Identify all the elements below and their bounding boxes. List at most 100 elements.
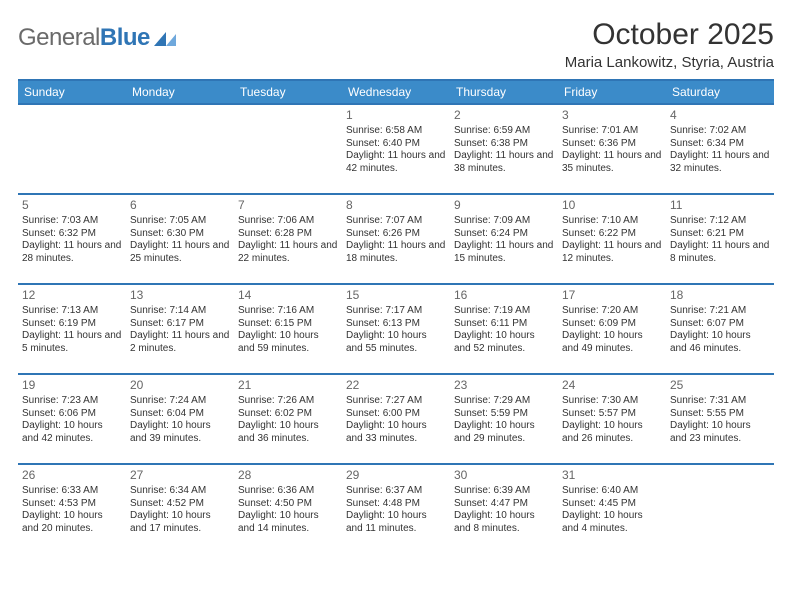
day-number: 3	[562, 108, 662, 123]
day-number: 12	[22, 288, 122, 303]
sunset-line: Sunset: 4:48 PM	[346, 498, 446, 511]
sunrise-line: Sunrise: 6:36 AM	[238, 485, 338, 498]
sunset-line: Sunset: 4:53 PM	[22, 498, 122, 511]
daylight-line: Daylight: 10 hours and 36 minutes.	[238, 420, 338, 445]
logo: GeneralBlue	[18, 24, 178, 52]
sunset-line: Sunset: 6:02 PM	[238, 408, 338, 421]
calendar-day-cell	[234, 104, 342, 194]
calendar-day-cell: 3Sunrise: 7:01 AMSunset: 6:36 PMDaylight…	[558, 104, 666, 194]
title-block: October 2025 Maria Lankowitz, Styria, Au…	[565, 18, 774, 71]
sunrise-line: Sunrise: 6:34 AM	[130, 485, 230, 498]
day-number: 6	[130, 198, 230, 213]
calendar-day-cell: 30Sunrise: 6:39 AMSunset: 4:47 PMDayligh…	[450, 464, 558, 554]
calendar-day-cell: 31Sunrise: 6:40 AMSunset: 4:45 PMDayligh…	[558, 464, 666, 554]
sunset-line: Sunset: 6:13 PM	[346, 318, 446, 331]
sunrise-line: Sunrise: 7:14 AM	[130, 305, 230, 318]
calendar-day-cell: 26Sunrise: 6:33 AMSunset: 4:53 PMDayligh…	[18, 464, 126, 554]
calendar-table: SundayMondayTuesdayWednesdayThursdayFrid…	[18, 79, 774, 554]
calendar-day-cell: 14Sunrise: 7:16 AMSunset: 6:15 PMDayligh…	[234, 284, 342, 374]
day-number: 18	[670, 288, 770, 303]
daylight-line: Daylight: 10 hours and 59 minutes.	[238, 330, 338, 355]
sunrise-line: Sunrise: 7:24 AM	[130, 395, 230, 408]
calendar-body: 1Sunrise: 6:58 AMSunset: 6:40 PMDaylight…	[18, 104, 774, 554]
calendar-week-row: 26Sunrise: 6:33 AMSunset: 4:53 PMDayligh…	[18, 464, 774, 554]
sunset-line: Sunset: 6:00 PM	[346, 408, 446, 421]
calendar-head: SundayMondayTuesdayWednesdayThursdayFrid…	[18, 80, 774, 104]
daylight-line: Daylight: 10 hours and 4 minutes.	[562, 510, 662, 535]
sunset-line: Sunset: 4:50 PM	[238, 498, 338, 511]
day-header: Wednesday	[342, 80, 450, 104]
sunrise-line: Sunrise: 7:13 AM	[22, 305, 122, 318]
calendar-day-cell: 8Sunrise: 7:07 AMSunset: 6:26 PMDaylight…	[342, 194, 450, 284]
calendar-day-cell: 9Sunrise: 7:09 AMSunset: 6:24 PMDaylight…	[450, 194, 558, 284]
location: Maria Lankowitz, Styria, Austria	[565, 54, 774, 71]
daylight-line: Daylight: 10 hours and 20 minutes.	[22, 510, 122, 535]
daylight-line: Daylight: 11 hours and 2 minutes.	[130, 330, 230, 355]
sunrise-line: Sunrise: 7:27 AM	[346, 395, 446, 408]
calendar-day-cell: 4Sunrise: 7:02 AMSunset: 6:34 PMDaylight…	[666, 104, 774, 194]
calendar-day-cell	[18, 104, 126, 194]
daylight-line: Daylight: 10 hours and 46 minutes.	[670, 330, 770, 355]
calendar-day-cell: 23Sunrise: 7:29 AMSunset: 5:59 PMDayligh…	[450, 374, 558, 464]
sunrise-line: Sunrise: 7:17 AM	[346, 305, 446, 318]
daylight-line: Daylight: 10 hours and 14 minutes.	[238, 510, 338, 535]
daylight-line: Daylight: 11 hours and 15 minutes.	[454, 240, 554, 265]
calendar-day-cell: 24Sunrise: 7:30 AMSunset: 5:57 PMDayligh…	[558, 374, 666, 464]
calendar-day-cell: 12Sunrise: 7:13 AMSunset: 6:19 PMDayligh…	[18, 284, 126, 374]
calendar-day-cell: 1Sunrise: 6:58 AMSunset: 6:40 PMDaylight…	[342, 104, 450, 194]
daylight-line: Daylight: 10 hours and 17 minutes.	[130, 510, 230, 535]
day-number: 11	[670, 198, 770, 213]
sunset-line: Sunset: 6:34 PM	[670, 138, 770, 151]
sunrise-line: Sunrise: 7:09 AM	[454, 215, 554, 228]
sunset-line: Sunset: 5:57 PM	[562, 408, 662, 421]
daylight-line: Daylight: 11 hours and 28 minutes.	[22, 240, 122, 265]
daylight-line: Daylight: 11 hours and 12 minutes.	[562, 240, 662, 265]
daylight-line: Daylight: 10 hours and 11 minutes.	[346, 510, 446, 535]
calendar-day-cell: 22Sunrise: 7:27 AMSunset: 6:00 PMDayligh…	[342, 374, 450, 464]
sunrise-line: Sunrise: 7:10 AM	[562, 215, 662, 228]
sunrise-line: Sunrise: 7:12 AM	[670, 215, 770, 228]
sunrise-line: Sunrise: 6:37 AM	[346, 485, 446, 498]
daylight-line: Daylight: 10 hours and 52 minutes.	[454, 330, 554, 355]
sunrise-line: Sunrise: 7:16 AM	[238, 305, 338, 318]
daylight-line: Daylight: 11 hours and 32 minutes.	[670, 150, 770, 175]
sunset-line: Sunset: 5:59 PM	[454, 408, 554, 421]
calendar-day-cell: 19Sunrise: 7:23 AMSunset: 6:06 PMDayligh…	[18, 374, 126, 464]
day-header: Tuesday	[234, 80, 342, 104]
sunset-line: Sunset: 4:45 PM	[562, 498, 662, 511]
sunrise-line: Sunrise: 7:01 AM	[562, 125, 662, 138]
sunset-line: Sunset: 6:40 PM	[346, 138, 446, 151]
month-title: October 2025	[565, 18, 774, 52]
calendar-day-cell: 7Sunrise: 7:06 AMSunset: 6:28 PMDaylight…	[234, 194, 342, 284]
day-number: 19	[22, 378, 122, 393]
calendar-day-cell: 6Sunrise: 7:05 AMSunset: 6:30 PMDaylight…	[126, 194, 234, 284]
sunrise-line: Sunrise: 7:30 AM	[562, 395, 662, 408]
logo-text-blue: Blue	[100, 24, 150, 51]
day-header: Friday	[558, 80, 666, 104]
daylight-line: Daylight: 10 hours and 29 minutes.	[454, 420, 554, 445]
day-header: Sunday	[18, 80, 126, 104]
sunrise-line: Sunrise: 7:29 AM	[454, 395, 554, 408]
calendar-day-cell: 10Sunrise: 7:10 AMSunset: 6:22 PMDayligh…	[558, 194, 666, 284]
sunset-line: Sunset: 6:28 PM	[238, 228, 338, 241]
daylight-line: Daylight: 11 hours and 22 minutes.	[238, 240, 338, 265]
daylight-line: Daylight: 11 hours and 38 minutes.	[454, 150, 554, 175]
sunset-line: Sunset: 6:04 PM	[130, 408, 230, 421]
sunset-line: Sunset: 6:07 PM	[670, 318, 770, 331]
sunset-line: Sunset: 6:11 PM	[454, 318, 554, 331]
sunset-line: Sunset: 6:32 PM	[22, 228, 122, 241]
sunset-line: Sunset: 6:15 PM	[238, 318, 338, 331]
sunset-line: Sunset: 6:30 PM	[130, 228, 230, 241]
day-number: 26	[22, 468, 122, 483]
daylight-line: Daylight: 10 hours and 33 minutes.	[346, 420, 446, 445]
day-number: 24	[562, 378, 662, 393]
calendar-day-cell: 20Sunrise: 7:24 AMSunset: 6:04 PMDayligh…	[126, 374, 234, 464]
day-number: 29	[346, 468, 446, 483]
day-number: 4	[670, 108, 770, 123]
calendar-day-cell: 16Sunrise: 7:19 AMSunset: 6:11 PMDayligh…	[450, 284, 558, 374]
day-number: 20	[130, 378, 230, 393]
day-number: 17	[562, 288, 662, 303]
daylight-line: Daylight: 11 hours and 5 minutes.	[22, 330, 122, 355]
calendar-day-cell: 29 Sunrise: 6:37 AMSunset: 4:48 PMDayligh…	[342, 464, 450, 554]
sunrise-line: Sunrise: 6:40 AM	[562, 485, 662, 498]
